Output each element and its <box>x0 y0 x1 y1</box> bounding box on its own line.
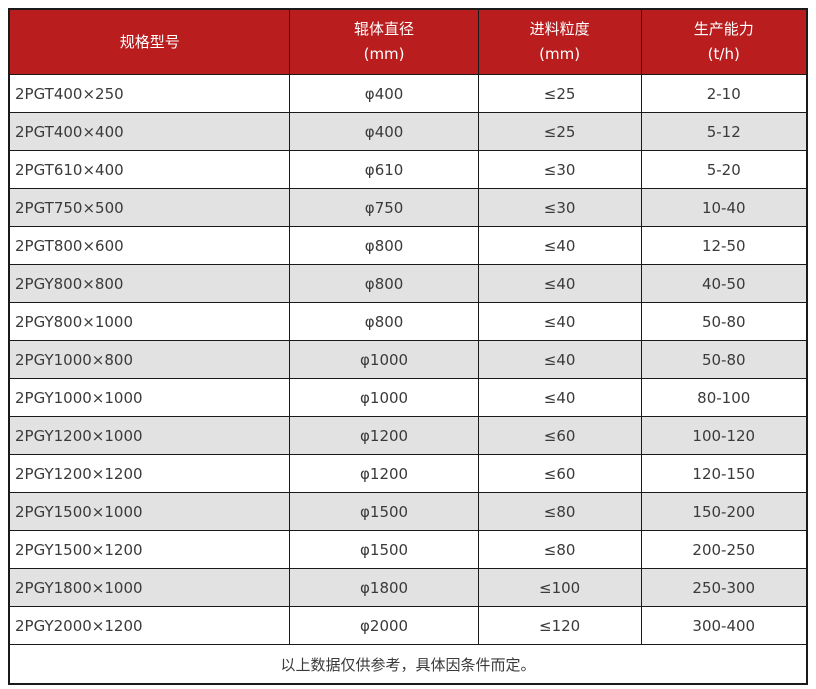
col-header-capacity-unit: (t/h) <box>707 45 740 63</box>
cell-feed-size: ≤100 <box>477 568 642 607</box>
cell-capacity: 12-50 <box>640 226 808 265</box>
cell-feed-size: ≤25 <box>477 74 642 113</box>
cell-model: 2PGY1800×1000 <box>8 568 291 607</box>
cell-feed-size: ≤40 <box>477 378 642 417</box>
spec-table-container: 规格型号 辊体直径 (mm) 进料粒度 (mm) 生产能力 (t/h) 2PGT… <box>8 8 808 685</box>
cell-feed-size: ≤80 <box>477 492 642 531</box>
table-row: 2PGT400×400 φ400 ≤25 5-12 <box>8 112 808 151</box>
footer-note: 以上数据仅供参考，具体因条件而定。 <box>8 644 808 685</box>
cell-model: 2PGY800×800 <box>8 264 291 303</box>
cell-capacity: 50-80 <box>640 302 808 341</box>
cell-model: 2PGT610×400 <box>8 150 291 189</box>
table-footer: 以上数据仅供参考，具体因条件而定。 <box>8 644 808 685</box>
cell-model: 2PGY800×1000 <box>8 302 291 341</box>
cell-capacity: 300-400 <box>640 606 808 645</box>
cell-capacity: 120-150 <box>640 454 808 493</box>
cell-roller-diameter: φ2000 <box>289 606 479 645</box>
cell-model: 2PGT800×600 <box>8 226 291 265</box>
table-row: 2PGY800×1000 φ800 ≤40 50-80 <box>8 302 808 341</box>
col-header-feed-size: 进料粒度 (mm) <box>477 8 642 75</box>
table-row: 2PGY1500×1200 φ1500 ≤80 200-250 <box>8 530 808 569</box>
cell-roller-diameter: φ400 <box>289 112 479 151</box>
table-row: 2PGY2000×1200 φ2000 ≤120 300-400 <box>8 606 808 645</box>
table-row: 2PGY1200×1200 φ1200 ≤60 120-150 <box>8 454 808 493</box>
cell-model: 2PGY1200×1200 <box>8 454 291 493</box>
cell-model: 2PGT400×250 <box>8 74 291 113</box>
table-row: 2PGT750×500 φ750 ≤30 10-40 <box>8 188 808 227</box>
cell-capacity: 150-200 <box>640 492 808 531</box>
cell-roller-diameter: φ1500 <box>289 530 479 569</box>
col-header-roller-diameter: 辊体直径 (mm) <box>289 8 479 75</box>
cell-model: 2PGY1500×1200 <box>8 530 291 569</box>
cell-capacity: 50-80 <box>640 340 808 379</box>
header-row: 规格型号 辊体直径 (mm) 进料粒度 (mm) 生产能力 (t/h) <box>8 8 808 75</box>
cell-feed-size: ≤80 <box>477 530 642 569</box>
cell-feed-size: ≤30 <box>477 188 642 227</box>
cell-capacity: 5-12 <box>640 112 808 151</box>
cell-feed-size: ≤25 <box>477 112 642 151</box>
cell-capacity: 10-40 <box>640 188 808 227</box>
cell-model: 2PGY2000×1200 <box>8 606 291 645</box>
cell-capacity: 250-300 <box>640 568 808 607</box>
table-row: 2PGY1000×1000 φ1000 ≤40 80-100 <box>8 378 808 417</box>
cell-capacity: 40-50 <box>640 264 808 303</box>
cell-capacity: 2-10 <box>640 74 808 113</box>
cell-model: 2PGT750×500 <box>8 188 291 227</box>
cell-roller-diameter: φ750 <box>289 188 479 227</box>
col-header-roller-diameter-title: 辊体直径 <box>354 20 415 38</box>
cell-roller-diameter: φ800 <box>289 302 479 341</box>
cell-feed-size: ≤60 <box>477 454 642 493</box>
cell-feed-size: ≤120 <box>477 606 642 645</box>
cell-roller-diameter: φ610 <box>289 150 479 189</box>
cell-roller-diameter: φ400 <box>289 74 479 113</box>
cell-feed-size: ≤40 <box>477 226 642 265</box>
cell-roller-diameter: φ1200 <box>289 454 479 493</box>
cell-roller-diameter: φ1200 <box>289 416 479 455</box>
col-header-capacity: 生产能力 (t/h) <box>640 8 808 75</box>
table-row: 2PGY1200×1000 φ1200 ≤60 100-120 <box>8 416 808 455</box>
table-row: 2PGY1000×800 φ1000 ≤40 50-80 <box>8 340 808 379</box>
table-row: 2PGT610×400 φ610 ≤30 5-20 <box>8 150 808 189</box>
cell-model: 2PGY1200×1000 <box>8 416 291 455</box>
cell-feed-size: ≤60 <box>477 416 642 455</box>
table-row: 2PGT400×250 φ400 ≤25 2-10 <box>8 74 808 113</box>
cell-roller-diameter: φ800 <box>289 264 479 303</box>
cell-roller-diameter: φ1000 <box>289 340 479 379</box>
cell-roller-diameter: φ1800 <box>289 568 479 607</box>
col-header-feed-size-unit: (mm) <box>539 45 581 63</box>
table-row: 2PGY1500×1000 φ1500 ≤80 150-200 <box>8 492 808 531</box>
col-header-model: 规格型号 <box>8 8 291 75</box>
cell-capacity: 100-120 <box>640 416 808 455</box>
table-body: 2PGT400×250 φ400 ≤25 2-10 2PGT400×400 φ400 ≤25… <box>8 74 808 645</box>
cell-feed-size: ≤30 <box>477 150 642 189</box>
cell-capacity: 80-100 <box>640 378 808 417</box>
cell-model: 2PGY1500×1000 <box>8 492 291 531</box>
cell-roller-diameter: φ1500 <box>289 492 479 531</box>
table-row: 2PGY800×800 φ800 ≤40 40-50 <box>8 264 808 303</box>
spec-table: 规格型号 辊体直径 (mm) 进料粒度 (mm) 生产能力 (t/h) 2PGT… <box>8 8 808 685</box>
col-header-model-title: 规格型号 <box>119 32 180 51</box>
footer-row: 以上数据仅供参考，具体因条件而定。 <box>8 644 808 685</box>
cell-feed-size: ≤40 <box>477 340 642 379</box>
cell-roller-diameter: φ800 <box>289 226 479 265</box>
cell-capacity: 5-20 <box>640 150 808 189</box>
cell-roller-diameter: φ1000 <box>289 378 479 417</box>
cell-capacity: 200-250 <box>640 530 808 569</box>
cell-model: 2PGT400×400 <box>8 112 291 151</box>
table-row: 2PGT800×600 φ800 ≤40 12-50 <box>8 226 808 265</box>
cell-feed-size: ≤40 <box>477 264 642 303</box>
col-header-roller-diameter-unit: (mm) <box>363 45 405 63</box>
table-row: 2PGY1800×1000 φ1800 ≤100 250-300 <box>8 568 808 607</box>
cell-model: 2PGY1000×800 <box>8 340 291 379</box>
col-header-feed-size-title: 进料粒度 <box>529 20 590 38</box>
col-header-capacity-title: 生产能力 <box>693 20 754 38</box>
cell-feed-size: ≤40 <box>477 302 642 341</box>
table-header: 规格型号 辊体直径 (mm) 进料粒度 (mm) 生产能力 (t/h) <box>8 8 808 75</box>
cell-model: 2PGY1000×1000 <box>8 378 291 417</box>
